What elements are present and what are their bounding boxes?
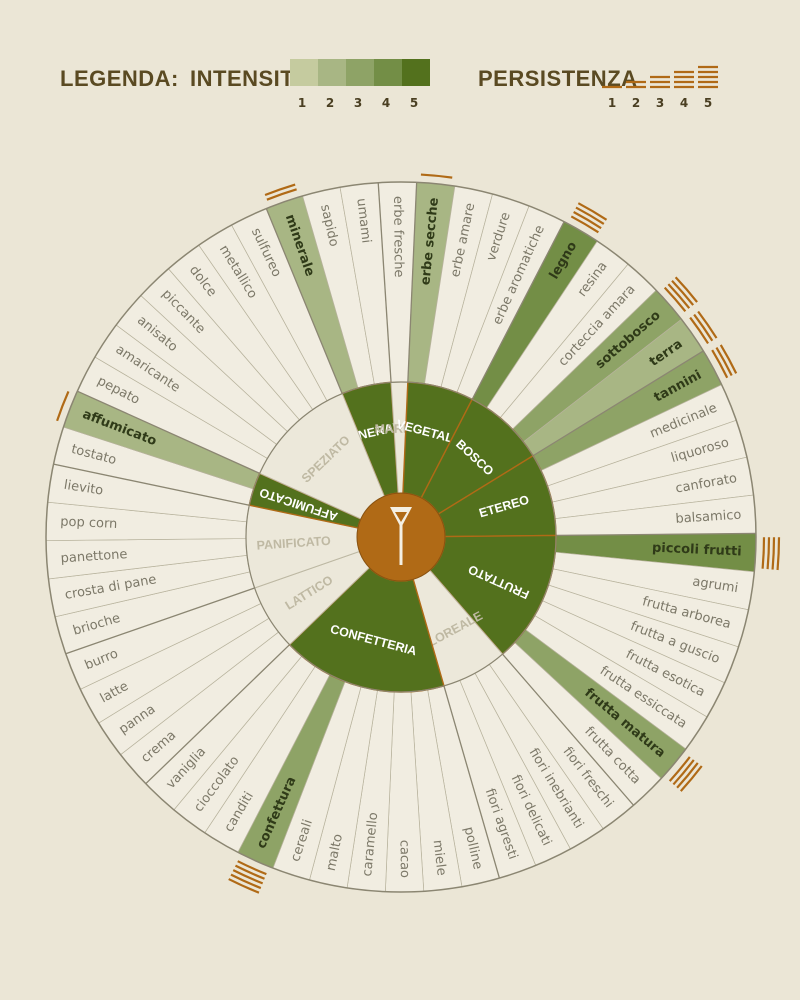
intensity-level-number: 4	[382, 96, 390, 110]
persistence-level-number: 2	[632, 96, 640, 110]
persistence-level-number: 3	[656, 96, 664, 110]
persistence-marker-frutta-matura	[668, 756, 703, 792]
persistence-marker	[650, 75, 670, 89]
aroma-label-cacao: cacao	[397, 840, 412, 878]
persistence-level-number: 5	[704, 96, 712, 110]
intensity-level-number: 2	[326, 96, 334, 110]
persistence-marker-confettura	[228, 860, 267, 894]
intensity-swatch	[346, 59, 374, 86]
aroma-label-panettone: panettone	[60, 547, 128, 566]
intensity-level-number: 5	[410, 96, 418, 110]
persistence-marker-terra	[689, 310, 718, 344]
persistence-marker	[626, 80, 646, 89]
aroma-label-malto: malto	[324, 833, 346, 873]
intensity-scale: 1 2 3 4 5	[290, 59, 430, 110]
persistence-marker-minerale	[264, 183, 297, 201]
aroma-label-piccoli-frutti: piccoli frutti	[652, 541, 742, 560]
aroma-label-agrumi: agrumi	[691, 574, 739, 596]
aroma-label-umami: umami	[353, 198, 373, 245]
persistence-level-number: 1	[608, 96, 616, 110]
wheel-inner-border	[245, 381, 557, 693]
intensity-level-number: 1	[298, 96, 306, 110]
center-glass-icon	[356, 492, 446, 582]
wheel-outer-border	[45, 181, 757, 893]
persistence-marker-piccoli-frutti	[761, 537, 781, 571]
persistence-marker-sottobosco	[663, 276, 698, 313]
persistence-marker-tannini	[711, 344, 738, 379]
intensity-swatch	[290, 59, 318, 86]
legend-title: LEGENDA:	[60, 66, 179, 91]
aroma-label-balsamico: balsamico	[675, 508, 742, 527]
persistence-marker	[674, 70, 694, 89]
aroma-label-caramello: caramello	[360, 812, 381, 877]
aroma-wheel: minerale sapido umami erbe fresche erbe secc…	[45, 173, 781, 894]
persistence-marker	[698, 65, 718, 89]
aroma-label-pop-corn: pop corn	[60, 514, 118, 532]
aroma-ring: minerale sapido umami erbe fresche erbe secc…	[45, 173, 781, 894]
intensity-swatch	[318, 59, 346, 86]
category-label-panificato: PANIFICATO	[256, 534, 331, 553]
intensity-swatch	[374, 59, 402, 86]
persistence-marker-affumicato	[56, 391, 70, 422]
aroma-label-miele: miele	[430, 839, 449, 876]
persistence-marker-erbe-secche	[420, 173, 453, 179]
aroma-label-lievito: lievito	[63, 478, 104, 499]
intensity-swatch	[402, 59, 430, 86]
intensity-level-number: 3	[354, 96, 362, 110]
persistence-scale: 1 2 3 4 5	[602, 65, 718, 110]
category-ring: MINERALEMARINOVEGETALEBOSCOETEREOFRUTTAT…	[245, 381, 557, 693]
persistence-marker-legno	[570, 202, 608, 234]
aroma-label-erbe-fresche: erbe fresche	[390, 196, 406, 278]
persistence-level-number: 4	[680, 96, 688, 110]
